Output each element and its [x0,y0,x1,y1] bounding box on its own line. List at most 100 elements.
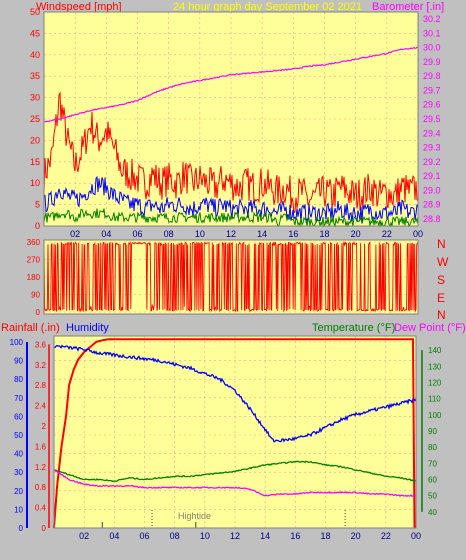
direction-tick-label: 90 [31,291,40,300]
wind-tick-label: 30 [30,93,40,103]
wind-x-tick-label: 10 [195,229,205,239]
temperature-tick-label: 120 [428,379,442,388]
temperature-tick-label: 70 [428,459,437,468]
barometer-tick-label: 30.1 [423,28,441,38]
wind-tick-label: 10 [30,178,40,188]
lower-x-tick-label: 14 [260,531,270,541]
wind-direction-line [43,240,419,313]
humidity-tick-label: 60 [14,412,23,421]
barometer-tick-label: 29.6 [423,100,441,110]
barometer-tick-label: 29.8 [423,71,441,81]
wind-tick-label: 0 [35,221,40,231]
barometer-tick-label: 29.5 [423,114,441,124]
dewpoint-label: Dew Point (°F) [394,322,466,334]
direction-tick-label: 0 [36,308,41,317]
lower-ticks: 010203040506070809010000.40.81.21.622.42… [10,338,442,541]
wind-x-tick-label: 08 [164,229,174,239]
humidity-tick-label: 0 [19,524,24,533]
humidity-tick-label: 50 [14,431,23,440]
rainfall-tick-label: 2.8 [35,381,47,390]
dewpoint-line [53,469,416,497]
chart-title: 24 hour graph day September 02 2021 [173,1,362,13]
rainfall-tick-label: 0.8 [35,483,47,492]
barometer-tick-label: 29.4 [423,128,441,138]
humidity-tick-label: 70 [14,394,23,403]
direction-tick-label: 180 [27,273,41,282]
wind-ticks: 0 5 10 15 20 25 30 35 40 45 50 28.8 28.9 29.0 29.1 29.2… [30,7,441,239]
barometer-tick-label: 29.1 [423,171,441,181]
lower-x-tick-label: 18 [320,531,330,541]
wind-x-tick-label: 12 [226,229,236,239]
humidity-label: Humidity [66,322,109,334]
humidity-tick-label: 10 [14,505,23,514]
tide-markers [101,510,346,528]
humidity-tick-label: 90 [14,357,23,366]
temperature-tick-label: 130 [428,362,442,371]
wind-x-tick-label: 18 [319,229,329,239]
wind-x-tick-label: 14 [257,229,267,239]
rainfall-tick-label: 1.6 [35,442,47,451]
lower-x-tick-label: 10 [200,531,210,541]
rainfall-tick-label: 2.4 [35,402,47,411]
wind-x-tick-label: 02 [70,229,80,239]
humidity-tick-label: 80 [14,375,23,384]
lower-x-tick-label: 00 [411,531,421,541]
windspeed-label: Windspeed [mph] [36,1,122,13]
barometer-tick-label: 29.2 [423,157,441,167]
wind-x-tick-label: 16 [288,229,298,239]
compass-w: W [437,255,449,269]
barometer-tick-label: 28.9 [423,200,441,210]
rainfall-tick-label: 0.4 [35,504,47,513]
lower-x-tick-label: 02 [79,531,89,541]
temperature-tick-label: 60 [428,476,437,485]
lower-x-tick-label: 12 [230,531,240,541]
barometer-label: Barometer [.in] [372,1,444,13]
wind-tick-label: 5 [35,200,40,210]
temperature-line [53,460,417,483]
wind-x-tick-label: 06 [132,229,142,239]
wind-tick-label: 35 [30,71,40,81]
barometer-tick-label: 30.2 [423,14,441,24]
compass-e: E [437,291,445,305]
humidity-tick-label: 100 [10,338,24,347]
lower-x-tick-label: 22 [381,531,391,541]
wind-tick-label: 40 [30,50,40,60]
rainfall-label: Rainfall (.in) [1,322,60,334]
temperature-tick-label: 100 [428,411,442,420]
temperature-tick-label: 50 [428,492,437,501]
humidity-line [53,344,417,443]
direction-tick-label: 270 [27,256,41,265]
hightide-label: Hightide [178,511,211,521]
temperature-tick-label: 80 [428,443,437,452]
compass-s: S [437,273,445,287]
rainfall-tick-label: 1.2 [35,463,47,472]
lower-x-tick-label: 06 [139,531,149,541]
wind-x-tick-label: 22 [382,229,392,239]
direction-panel-border [43,239,419,315]
lower-x-tick-label: 16 [290,531,300,541]
compass-labels: N W S E N [437,237,449,322]
temperature-label: Temperature (°F) [312,322,395,334]
direction-series-group [43,240,419,313]
humidity-tick-label: 30 [14,468,23,477]
wind-tick-label: 20 [30,135,40,145]
rainfall-tick-label: 3.6 [35,340,47,349]
compass-n-top: N [437,237,446,251]
wind-tick-label: 15 [30,157,40,167]
wind-x-tick-label: 20 [351,229,361,239]
barometer-tick-label: 30.0 [423,43,441,53]
temperature-tick-label: 110 [428,395,441,404]
direction-ticks: 0 90 180 270 360 [27,238,41,317]
direction-tick-label: 360 [27,238,41,247]
rainfall-tick-label: 2 [42,422,47,431]
wind-tick-label: 45 [30,28,40,38]
wind-panel-border [43,11,419,227]
barometer-tick-label: 29.3 [423,143,441,153]
lower-series-group [53,338,417,529]
barometer-tick-label: 28.8 [423,214,441,224]
temperature-tick-label: 90 [428,427,437,436]
wind-tick-label: 25 [30,114,40,124]
humidity-tick-label: 40 [14,450,23,459]
